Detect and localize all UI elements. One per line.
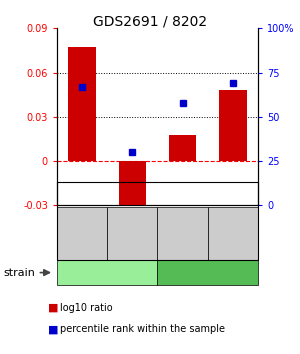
Text: ■: ■ xyxy=(48,324,58,334)
Text: wild type: wild type xyxy=(85,268,130,278)
Text: GSM176606: GSM176606 xyxy=(78,206,87,261)
Text: log10 ratio: log10 ratio xyxy=(60,303,112,313)
Bar xyxy=(219,90,247,161)
Text: GSM175765: GSM175765 xyxy=(228,206,237,261)
Text: percentile rank within the sample: percentile rank within the sample xyxy=(60,324,225,334)
Bar xyxy=(169,135,196,161)
Text: GSM175764: GSM175764 xyxy=(178,206,187,261)
Text: strain: strain xyxy=(3,268,35,278)
Bar xyxy=(118,161,146,210)
Bar xyxy=(68,47,96,161)
Text: GSM176611: GSM176611 xyxy=(128,206,137,261)
Text: dominant negative: dominant negative xyxy=(161,268,254,278)
Text: ■: ■ xyxy=(48,303,58,313)
Text: GDS2691 / 8202: GDS2691 / 8202 xyxy=(93,14,207,28)
